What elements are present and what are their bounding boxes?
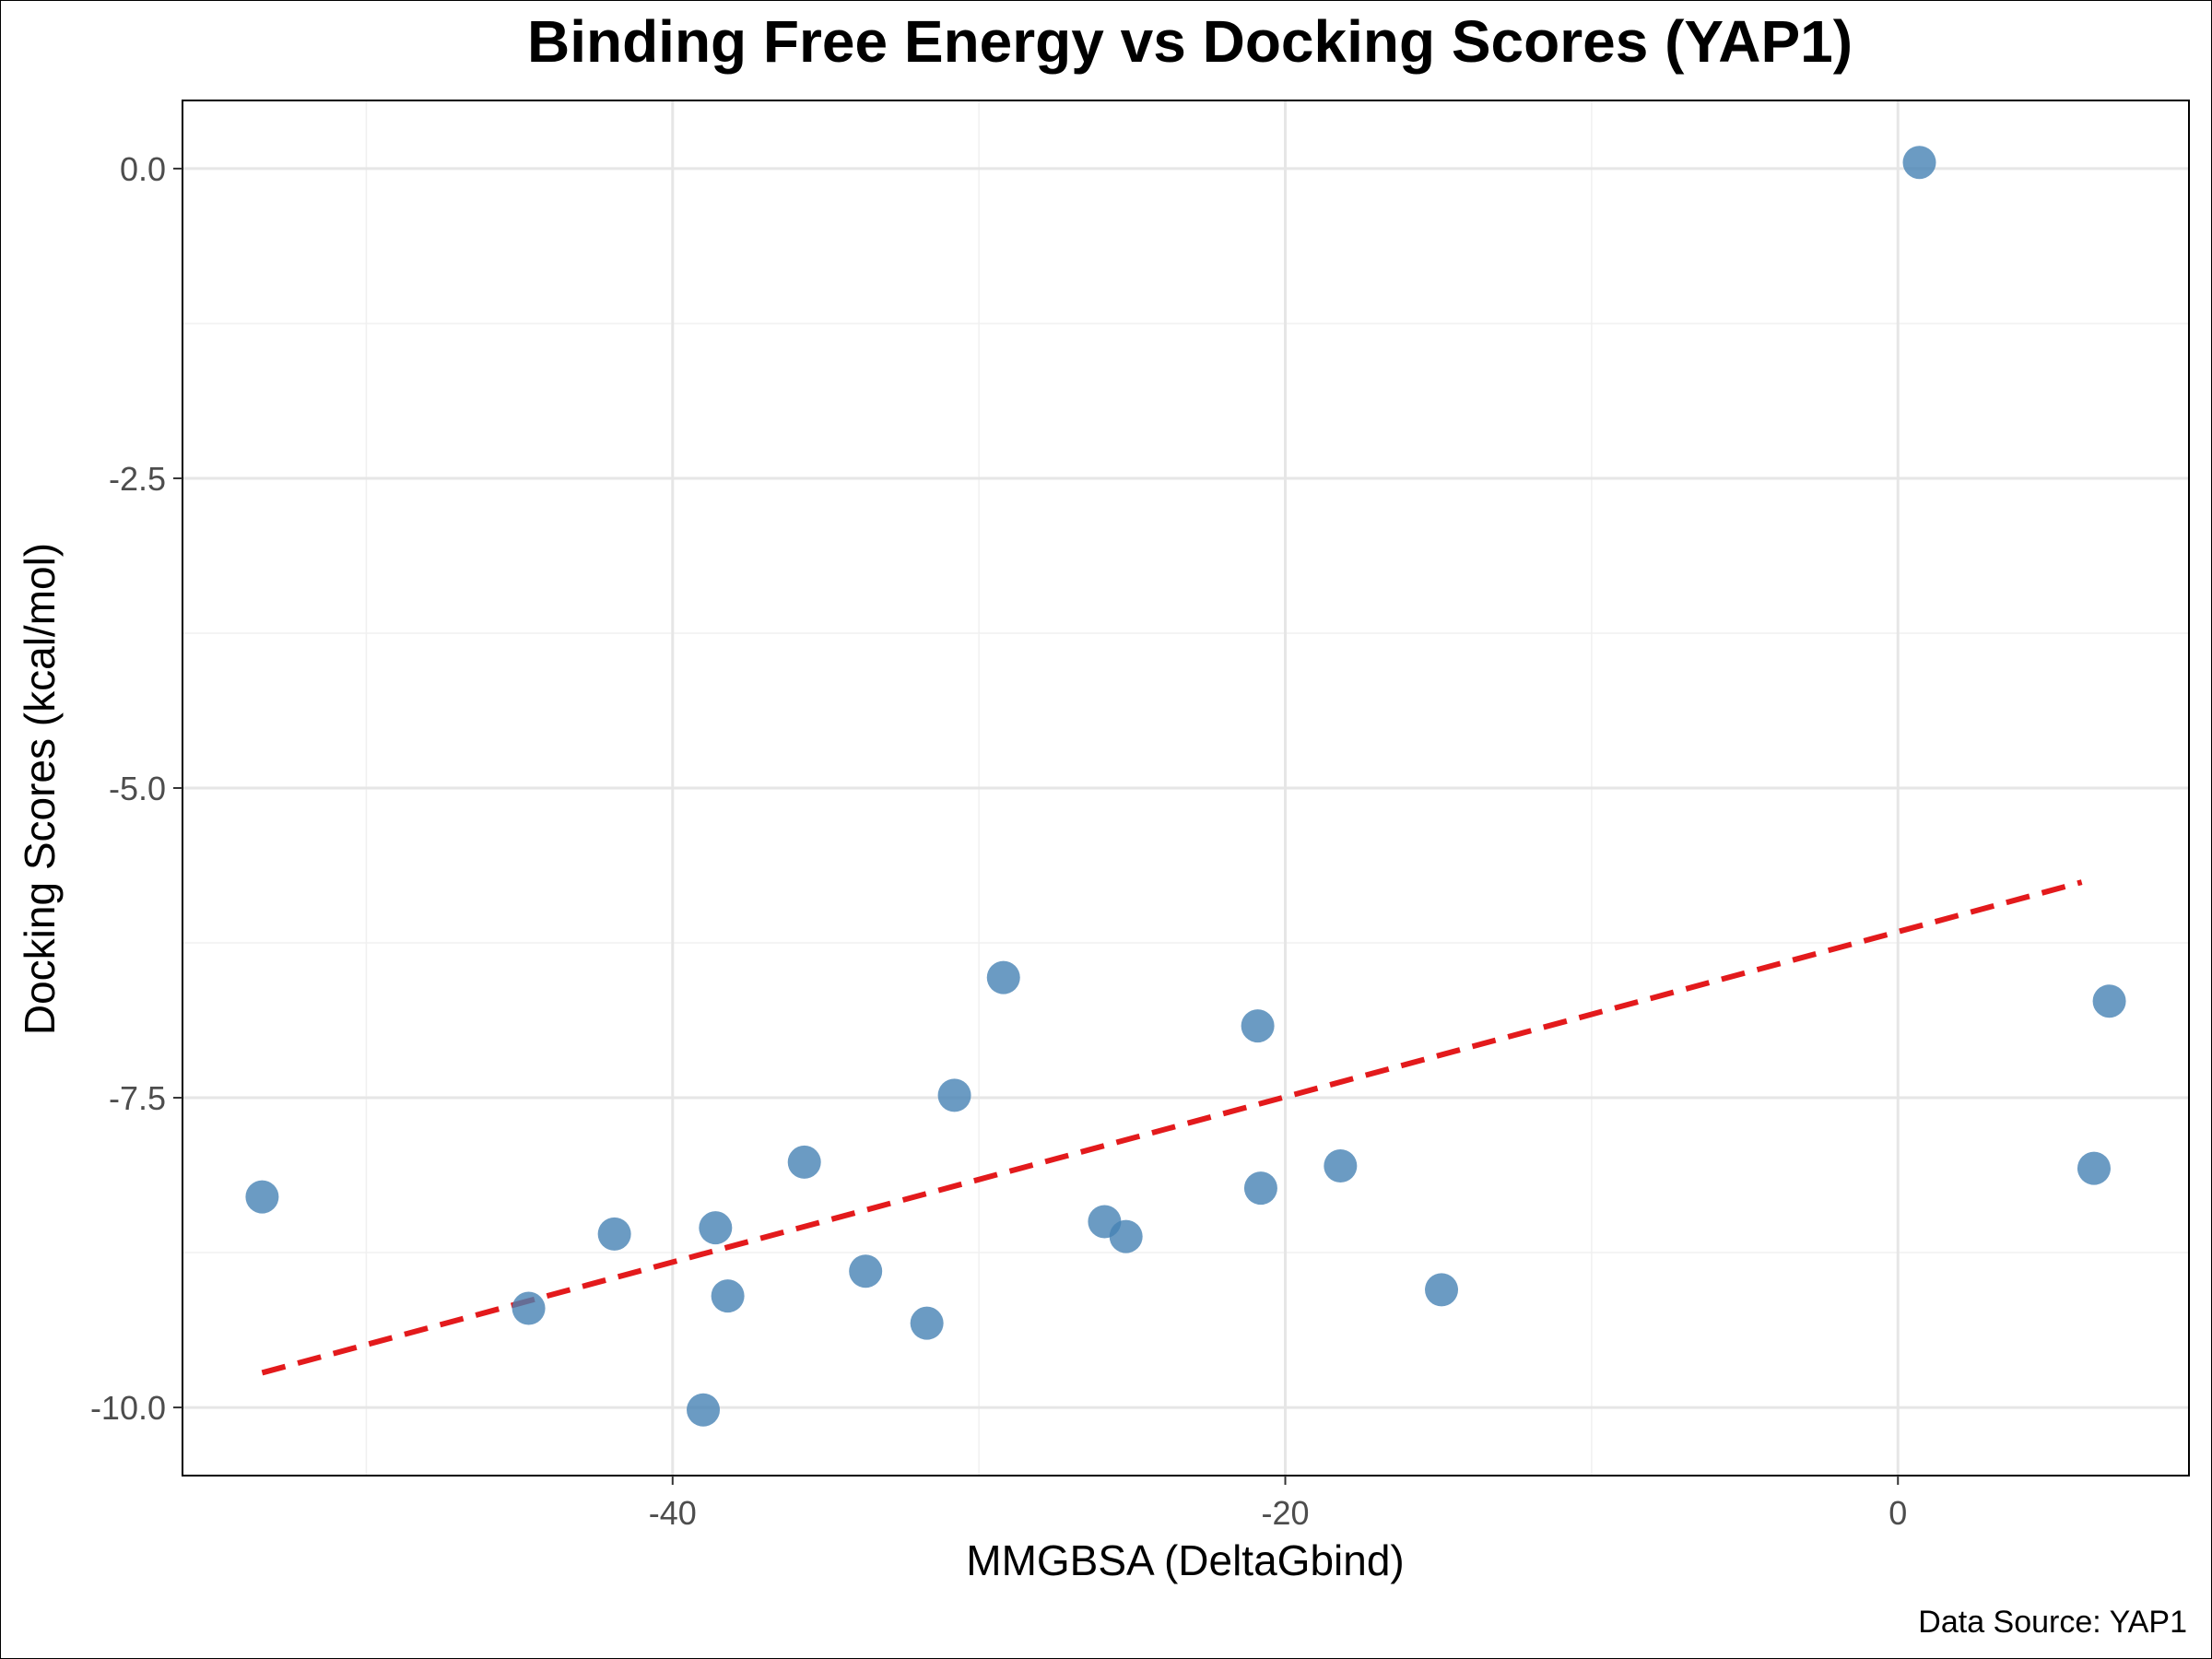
data-point (711, 1279, 745, 1313)
data-points (245, 146, 2126, 1427)
y-tick-label: -2.5 (109, 460, 166, 498)
x-tick-label: -40 (649, 1494, 697, 1532)
y-axis-label: Docking Scores (kcal/mol) (16, 543, 64, 1035)
y-tick-label: -7.5 (109, 1079, 166, 1117)
data-point (986, 960, 1020, 994)
data-point (597, 1217, 631, 1251)
x-tick-label: 0 (1888, 1494, 1907, 1532)
grid-lines (182, 100, 2189, 1476)
data-point (787, 1145, 821, 1179)
y-tick-label: -10.0 (90, 1389, 166, 1427)
data-source-caption: Data Source: YAP1 (1918, 1605, 2187, 1640)
data-point (2092, 984, 2126, 1018)
data-point (245, 1180, 279, 1214)
data-point (1243, 1171, 1277, 1206)
data-point (849, 1254, 883, 1288)
data-point (699, 1211, 733, 1245)
data-point (687, 1393, 721, 1427)
trend-line (261, 879, 2083, 1376)
data-point (1241, 1009, 1275, 1043)
data-point (1109, 1219, 1143, 1253)
chart-title: Binding Free Energy vs Docking Scores (Y… (527, 8, 1853, 75)
data-point (1902, 146, 1936, 180)
trend-line-layer (261, 879, 2083, 1376)
data-point (1324, 1148, 1358, 1182)
x-tick-label: -20 (1262, 1494, 1310, 1532)
x-axis-label: MMGBSA (DeltaGbind) (966, 1536, 1404, 1584)
y-tick-label: -5.0 (109, 770, 166, 807)
y-tick-label: 0.0 (120, 150, 166, 188)
data-point (937, 1078, 971, 1112)
data-point (512, 1291, 546, 1325)
data-point (2077, 1151, 2111, 1185)
data-point (910, 1306, 944, 1340)
y-axis-ticks: 0.0 -2.5 -5.0 -7.5 -10.0 (90, 150, 182, 1427)
x-axis-ticks: -40 -20 0 (649, 1476, 1907, 1532)
data-point (1425, 1273, 1459, 1307)
